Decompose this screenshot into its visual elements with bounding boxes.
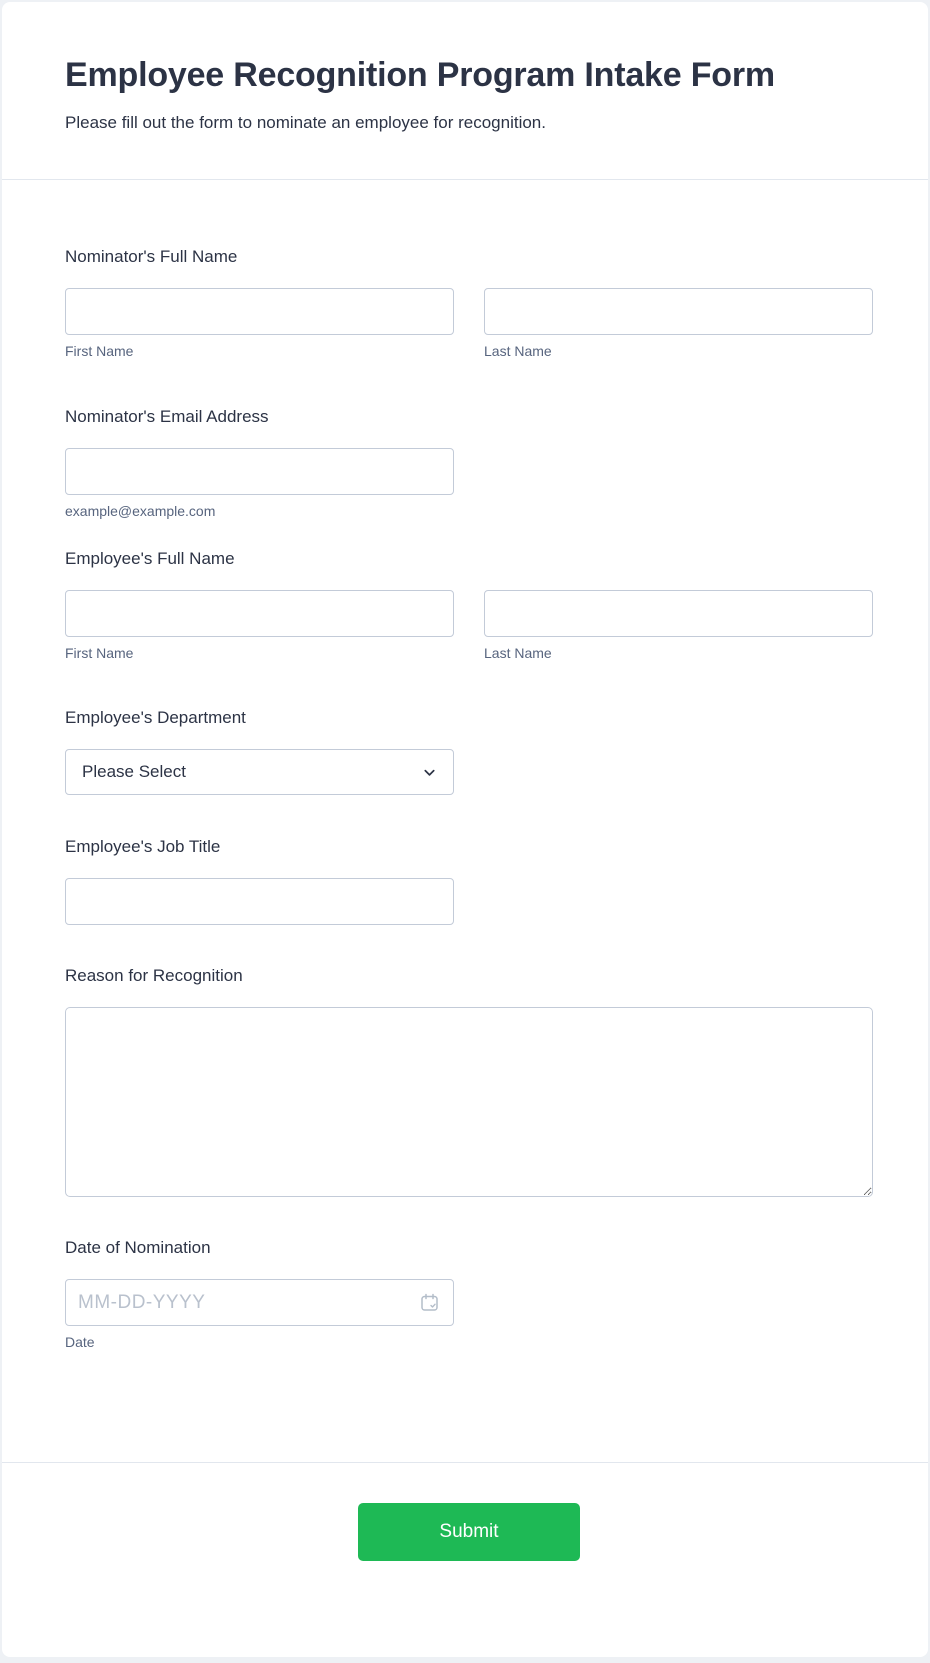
field-employee-department: Employee's Department Please Select [65,707,873,795]
field-date-of-nomination: Date of Nomination Date [65,1237,873,1351]
field-reason-for-recognition: Reason for Recognition [65,965,873,1197]
form-body: Nominator's Full Name First Name Last Na… [2,180,928,1351]
employee-first-name-input[interactable] [65,590,454,637]
field-employee-job-title: Employee's Job Title [65,836,873,925]
field-employee-full-name: Employee's Full Name First Name Last Nam… [65,548,873,662]
reason-for-recognition-textarea[interactable] [65,1007,873,1197]
nominator-last-name-sublabel: Last Name [484,343,552,359]
employee-last-name-sublabel: Last Name [484,645,552,661]
form-title: Employee Recognition Program Intake Form [65,56,775,94]
reason-for-recognition-label: Reason for Recognition [65,966,243,985]
nominator-full-name-label: Nominator's Full Name [65,247,238,266]
field-nominator-email: Nominator's Email Address example@exampl… [65,406,873,520]
employee-job-title-input[interactable] [65,878,454,925]
form-subtitle: Please fill out the form to nominate an … [65,113,546,132]
nominator-email-label: Nominator's Email Address [65,407,269,426]
employee-first-name-sublabel: First Name [65,645,134,661]
form-header: Employee Recognition Program Intake Form… [2,2,928,179]
date-of-nomination-sublabel: Date [65,1334,95,1350]
employee-full-name-label: Employee's Full Name [65,549,235,568]
date-of-nomination-input[interactable] [65,1279,454,1326]
submit-divider [2,1462,928,1463]
nominator-email-input[interactable] [65,448,454,495]
field-nominator-full-name: Nominator's Full Name First Name Last Na… [65,246,873,360]
date-of-nomination-label: Date of Nomination [65,1238,211,1257]
header-divider [2,179,928,180]
calendar-icon[interactable] [419,1292,440,1313]
nominator-first-name-input[interactable] [65,288,454,335]
chevron-down-icon [422,765,437,780]
employee-department-select[interactable]: Please Select [65,749,454,795]
employee-job-title-label: Employee's Job Title [65,837,221,856]
employee-department-label: Employee's Department [65,708,246,727]
nominator-first-name-sublabel: First Name [65,343,134,359]
nominator-email-sublabel: example@example.com [65,503,216,519]
submit-button[interactable]: Submit [358,1503,580,1561]
submit-row: Submit [2,1463,928,1561]
employee-department-selected-value: Please Select [82,762,186,781]
employee-last-name-input[interactable] [484,590,873,637]
nominator-last-name-input[interactable] [484,288,873,335]
